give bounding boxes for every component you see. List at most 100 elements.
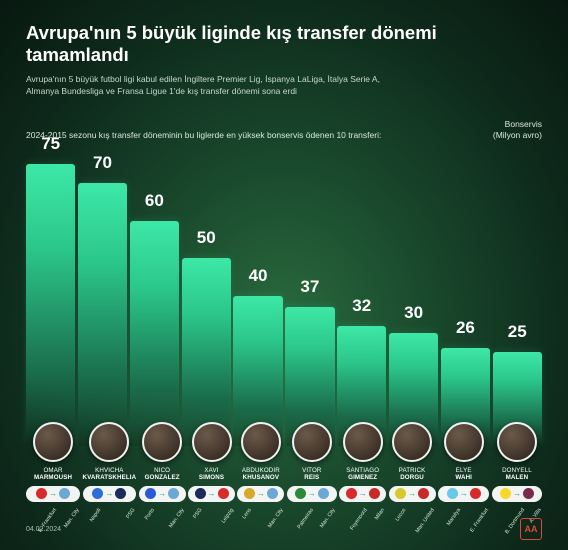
footer: 04.02.2024 AA (26, 518, 542, 540)
bar (78, 183, 127, 446)
club-names: LensMan. City (237, 506, 284, 512)
player-avatar (142, 422, 182, 462)
player-name: KhvichaKvaratskhelia (83, 467, 137, 481)
arrow-icon: → (105, 489, 113, 498)
transfer-badges: → (339, 486, 386, 502)
arrow-icon: → (308, 489, 316, 498)
bar-value-label: 26 (456, 318, 475, 338)
bar-column: 60 (130, 146, 179, 446)
transfer-badges: → (438, 486, 489, 502)
to-club-badge (115, 488, 126, 499)
club-names: FeyenoordMilan (339, 506, 386, 512)
player-avatar (89, 422, 129, 462)
club-names: MarsilyaE. Frankfurt (438, 506, 489, 512)
player-column: ElyeWahi → MarsilyaE. Frankfurt (438, 422, 489, 513)
from-club-badge (92, 488, 103, 499)
player-name: PatrickDorgu (399, 467, 426, 481)
from-club-badge (395, 488, 406, 499)
bar-chart: 7570 60 50 40 37 32 30 26 25 (26, 146, 542, 446)
arrow-icon: → (257, 489, 265, 498)
bar (182, 258, 231, 446)
from-club-badge (447, 488, 458, 499)
player-column: DonyellMalen→B. DortmundA. Villa (492, 422, 542, 513)
player-column: XaviSimons → PSGLeipzig (188, 422, 235, 513)
club-names: E. FrankfurtMan. City (26, 506, 80, 512)
bar-value-label: 30 (404, 303, 423, 323)
from-club-badge (500, 488, 511, 499)
player-avatar (241, 422, 281, 462)
player-name: VitorReis (302, 467, 321, 481)
infographic-container: Avrupa'nın 5 büyük liginde kış transfer … (0, 0, 568, 550)
bar-column: 40 (233, 146, 282, 446)
unit-top: Bonservis (493, 119, 542, 129)
bar-column: 30 (389, 146, 438, 446)
club-names: LecceMan. United (389, 506, 436, 512)
to-club-badge (418, 488, 429, 499)
unit-label: Bonservis (Milyon avro) (493, 119, 542, 139)
bar (130, 221, 179, 446)
club-names: PortoMan. City (139, 506, 186, 512)
arrow-icon: → (49, 489, 57, 498)
bar-value-label: 60 (145, 191, 164, 211)
bar-value-label: 75 (41, 134, 60, 154)
bar-value-label: 25 (508, 322, 527, 342)
to-club-badge (470, 488, 481, 499)
player-name: OmarMarmoush (34, 467, 72, 481)
transfer-badges: → (237, 486, 284, 502)
from-club-badge (244, 488, 255, 499)
player-name: ElyeWahi (455, 467, 472, 481)
transfer-badges: → (26, 486, 80, 502)
unit-bottom: (Milyon avro) (493, 130, 542, 140)
player-name: AbdukodirKhusanov (242, 467, 280, 481)
player-name: SantiagoGimenez (346, 467, 379, 481)
player-avatar (343, 422, 383, 462)
transfer-badges: → (492, 486, 542, 502)
to-club-badge (369, 488, 380, 499)
player-avatar (33, 422, 73, 462)
bar (26, 164, 75, 445)
arrow-icon: → (158, 489, 166, 498)
transfer-badges: → (287, 486, 337, 502)
transfer-badges: → (188, 486, 235, 502)
arrow-icon: → (359, 489, 367, 498)
chart-description: 2024-2015 sezonu kış transfer döneminin … (26, 130, 381, 140)
from-club-badge (36, 488, 47, 499)
player-avatar (392, 422, 432, 462)
to-club-badge (59, 488, 70, 499)
from-club-badge (145, 488, 156, 499)
club-names: PalmeirasMan. City (287, 506, 337, 512)
bar-column: 75 (26, 146, 75, 446)
bar-column: 26 (441, 146, 490, 446)
transfer-badges: → (389, 486, 436, 502)
bar-value-label: 50 (197, 228, 216, 248)
arrow-icon: → (513, 489, 521, 498)
player-name: XaviSimons (199, 467, 224, 481)
page-title: Avrupa'nın 5 büyük liginde kış transfer … (26, 22, 542, 66)
to-club-badge (318, 488, 329, 499)
player-avatar (292, 422, 332, 462)
player-column: NicoGonzalez → PortoMan. City (139, 422, 186, 513)
to-club-badge (218, 488, 229, 499)
player-avatar (444, 422, 484, 462)
player-column: AbdukodirKhusanov → LensMan. City (237, 422, 284, 513)
from-club-badge (346, 488, 357, 499)
from-club-badge (295, 488, 306, 499)
to-club-badge (168, 488, 179, 499)
bar-value-label: 37 (300, 277, 319, 297)
bar-column: 50 (182, 146, 231, 446)
transfer-badges: → (139, 486, 186, 502)
bar-column: 37 (285, 146, 334, 446)
arrow-icon: → (208, 489, 216, 498)
bar-column: 32 (337, 146, 386, 446)
player-column: OmarMarmoush → E. FrankfurtMan. City (26, 422, 80, 513)
from-club-badge (195, 488, 206, 499)
to-club-badge (267, 488, 278, 499)
bar-column: 70 (78, 146, 127, 446)
club-names: PSGLeipzig (188, 506, 235, 512)
bar-column: 25 (493, 146, 542, 446)
player-name: DonyellMalen (502, 467, 532, 481)
player-column: VitorReis → PalmeirasMan. City (287, 422, 337, 513)
player-name: NicoGonzalez (145, 467, 180, 481)
player-column: KhvichaKvaratskhelia→NapoliPSG (83, 422, 137, 513)
arrow-icon: → (460, 489, 468, 498)
